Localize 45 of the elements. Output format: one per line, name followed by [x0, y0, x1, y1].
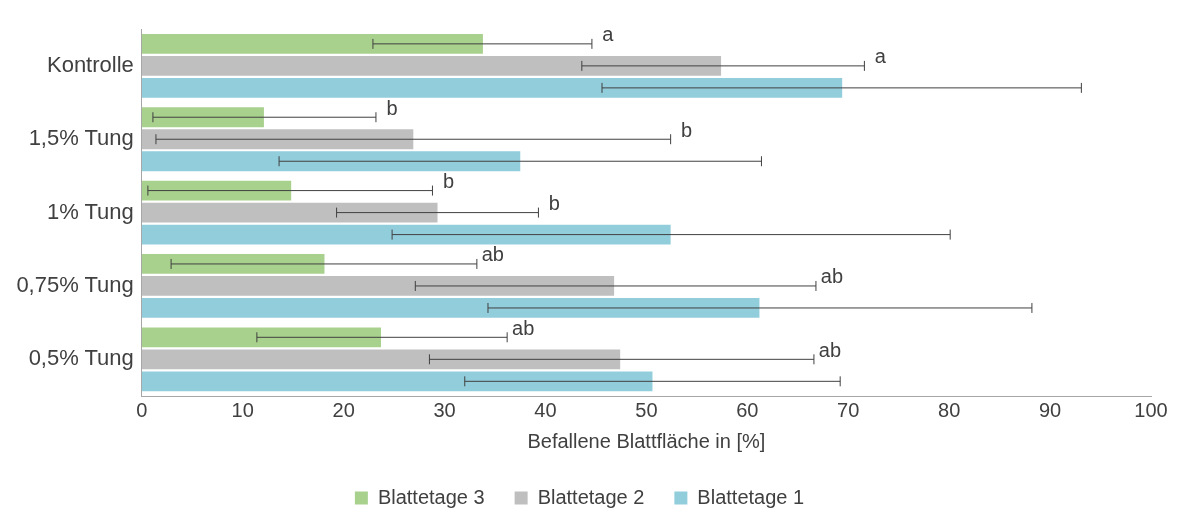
bar — [141, 77, 843, 98]
bar — [141, 107, 264, 128]
annotation: ab — [481, 243, 504, 266]
annotation: ab — [818, 338, 842, 361]
bar — [141, 151, 521, 172]
annotation: b — [548, 192, 560, 215]
x-tick-label: 20 — [332, 398, 355, 421]
bar — [141, 202, 438, 223]
x-tick-label: 70 — [837, 398, 860, 421]
y-tick-label: 1% Tung — [46, 198, 134, 224]
x-tick-label: 100 — [1134, 398, 1168, 421]
bar — [141, 298, 760, 318]
y-tick-label: 0,5% Tung — [28, 345, 134, 371]
bar — [141, 55, 722, 76]
annotation: b — [386, 96, 398, 119]
annotation: a — [874, 45, 887, 68]
annotation: ab — [820, 265, 844, 288]
legend-label: Blattetage 1 — [697, 485, 805, 508]
x-tick-label: 0 — [136, 398, 148, 421]
bar — [141, 224, 671, 245]
y-tick-label: 1,5% Tung — [28, 125, 134, 151]
legend-label: Blattetage 3 — [377, 485, 485, 508]
bar — [141, 327, 381, 348]
bar — [141, 33, 483, 54]
bar — [141, 276, 615, 296]
x-tick-label: 50 — [635, 398, 658, 421]
bar — [141, 349, 621, 370]
y-tick-label: Kontrolle — [46, 51, 134, 77]
bar — [141, 371, 653, 392]
legend-label: Blattetage 2 — [537, 485, 645, 508]
x-tick-label: 40 — [534, 398, 557, 421]
x-tick-label: 90 — [1038, 398, 1062, 421]
annotation: b — [681, 118, 693, 141]
annotation: a — [602, 23, 615, 46]
bar — [141, 129, 414, 150]
bar — [141, 180, 292, 201]
y-tick-label: 0,75% Tung — [16, 272, 134, 298]
x-tick-label: 30 — [433, 398, 456, 421]
x-tick-label: 80 — [938, 398, 961, 421]
x-axis-title: Befallene Blattfläche in [%] — [527, 429, 766, 452]
annotation: b — [442, 170, 455, 193]
annotation: ab — [512, 316, 535, 339]
x-tick-label: 60 — [736, 398, 759, 421]
x-tick-label: 10 — [231, 398, 254, 421]
bar — [141, 254, 325, 274]
